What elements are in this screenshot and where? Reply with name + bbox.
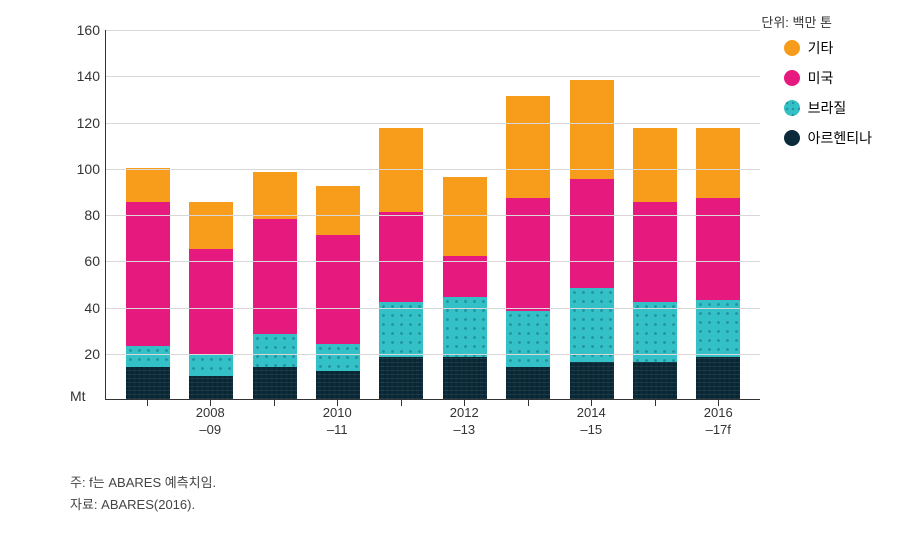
x-label: [623, 405, 687, 439]
gridline: [106, 215, 760, 216]
bar-segment-argentina: [379, 357, 423, 399]
bar-segment-other: [443, 177, 487, 256]
bar-segment-brazil: [570, 288, 614, 362]
bar: [253, 172, 297, 399]
bar-segment-brazil: [379, 302, 423, 358]
x-tick-mark: [464, 400, 465, 406]
bar-segment-other: [696, 128, 740, 197]
legend-item-usa: 미국: [784, 68, 872, 88]
bar-segment-argentina: [189, 376, 233, 399]
x-labels: 2008–09 2010–11 2012–13 2014–15 2016–17f: [105, 405, 760, 439]
x-label: 2010–11: [306, 405, 370, 439]
bar-segment-other: [506, 96, 550, 198]
x-tick-mark: [147, 400, 148, 406]
bar: [189, 202, 233, 399]
x-label: [115, 405, 179, 439]
bar-segment-other: [189, 202, 233, 248]
bar: [570, 80, 614, 399]
gridline: [106, 30, 760, 31]
x-label: [496, 405, 560, 439]
x-tick-mark: [210, 400, 211, 406]
gridline: [106, 261, 760, 262]
footnote-source-note: 주: f는 ABARES 예측치임.: [70, 472, 216, 494]
legend: 기타미국브라질아르헨티나: [784, 38, 872, 158]
bar-segment-argentina: [126, 367, 170, 399]
bar: [443, 177, 487, 399]
bar-segment-usa: [570, 179, 614, 288]
footnotes: 주: f는 ABARES 예측치임. 자료: ABARES(2016).: [70, 472, 216, 516]
bar-segment-argentina: [633, 362, 677, 399]
chart: Mt 2008–092010–112012–132014–152016–17f …: [60, 30, 760, 440]
y-tick-label: 20: [60, 346, 100, 362]
gridline: [106, 123, 760, 124]
bar-segment-usa: [189, 249, 233, 355]
legend-item-argentina: 아르헨티나: [784, 128, 872, 148]
legend-label: 브라질: [808, 98, 847, 118]
bar-segment-argentina: [443, 357, 487, 399]
y-tick-label: 40: [60, 300, 100, 316]
x-label: [242, 405, 306, 439]
bar-segment-argentina: [253, 367, 297, 399]
bar: [126, 168, 170, 399]
x-tick-mark: [274, 400, 275, 406]
x-label: 2012–13: [433, 405, 497, 439]
x-label: 2014–15: [560, 405, 624, 439]
gridline: [106, 308, 760, 309]
x-label: [369, 405, 433, 439]
bar-segment-argentina: [316, 371, 360, 399]
gridline: [106, 354, 760, 355]
bar-segment-other: [570, 80, 614, 179]
y-tick-label: 80: [60, 207, 100, 223]
x-tick-mark: [337, 400, 338, 406]
x-tick-mark: [591, 400, 592, 406]
plot-area: [105, 30, 760, 400]
x-tick-mark: [401, 400, 402, 406]
bar-segment-usa: [379, 212, 423, 302]
bar-segment-other: [253, 172, 297, 218]
legend-label: 미국: [808, 68, 834, 88]
legend-label: 아르헨티나: [808, 128, 872, 148]
bar-segment-brazil: [253, 334, 297, 366]
legend-swatch: [784, 100, 800, 116]
bar-segment-usa: [633, 202, 677, 301]
bar-segment-argentina: [506, 367, 550, 399]
x-tick-mark: [718, 400, 719, 406]
bar-segment-other: [379, 128, 423, 211]
legend-label: 기타: [808, 38, 834, 58]
y-tick-label: 140: [60, 68, 100, 84]
x-label: 2016–17f: [687, 405, 751, 439]
bar-segment-usa: [696, 198, 740, 300]
footnote-source: 자료: ABARES(2016).: [70, 494, 216, 516]
bar-segment-brazil: [316, 344, 360, 372]
bar-segment-argentina: [570, 362, 614, 399]
bar-segment-brazil: [506, 311, 550, 367]
y-tick-label: 160: [60, 22, 100, 38]
bar-segment-usa: [316, 235, 360, 344]
bar-segment-other: [126, 168, 170, 203]
bar-segment-brazil: [443, 297, 487, 357]
bar-segment-brazil: [189, 355, 233, 376]
legend-item-other: 기타: [784, 38, 872, 58]
x-label: 2008–09: [179, 405, 243, 439]
x-tick-mark: [655, 400, 656, 406]
unit-label: 단위: 백만 톤: [761, 12, 832, 31]
bar-segment-argentina: [696, 357, 740, 399]
bar: [316, 186, 360, 399]
legend-swatch: [784, 70, 800, 86]
bar-segment-other: [316, 186, 360, 235]
y-tick-label: 60: [60, 253, 100, 269]
gridline: [106, 169, 760, 170]
y-tick-label: 100: [60, 161, 100, 177]
y-axis-unit: Mt: [70, 388, 86, 404]
y-tick-label: 120: [60, 115, 100, 131]
bar-segment-brazil: [126, 346, 170, 367]
bar-segment-usa: [126, 202, 170, 345]
x-tick-mark: [528, 400, 529, 406]
legend-item-brazil: 브라질: [784, 98, 872, 118]
bar-segment-other: [633, 128, 677, 202]
gridline: [106, 76, 760, 77]
legend-swatch: [784, 40, 800, 56]
bar-segment-usa: [253, 219, 297, 335]
legend-swatch: [784, 130, 800, 146]
